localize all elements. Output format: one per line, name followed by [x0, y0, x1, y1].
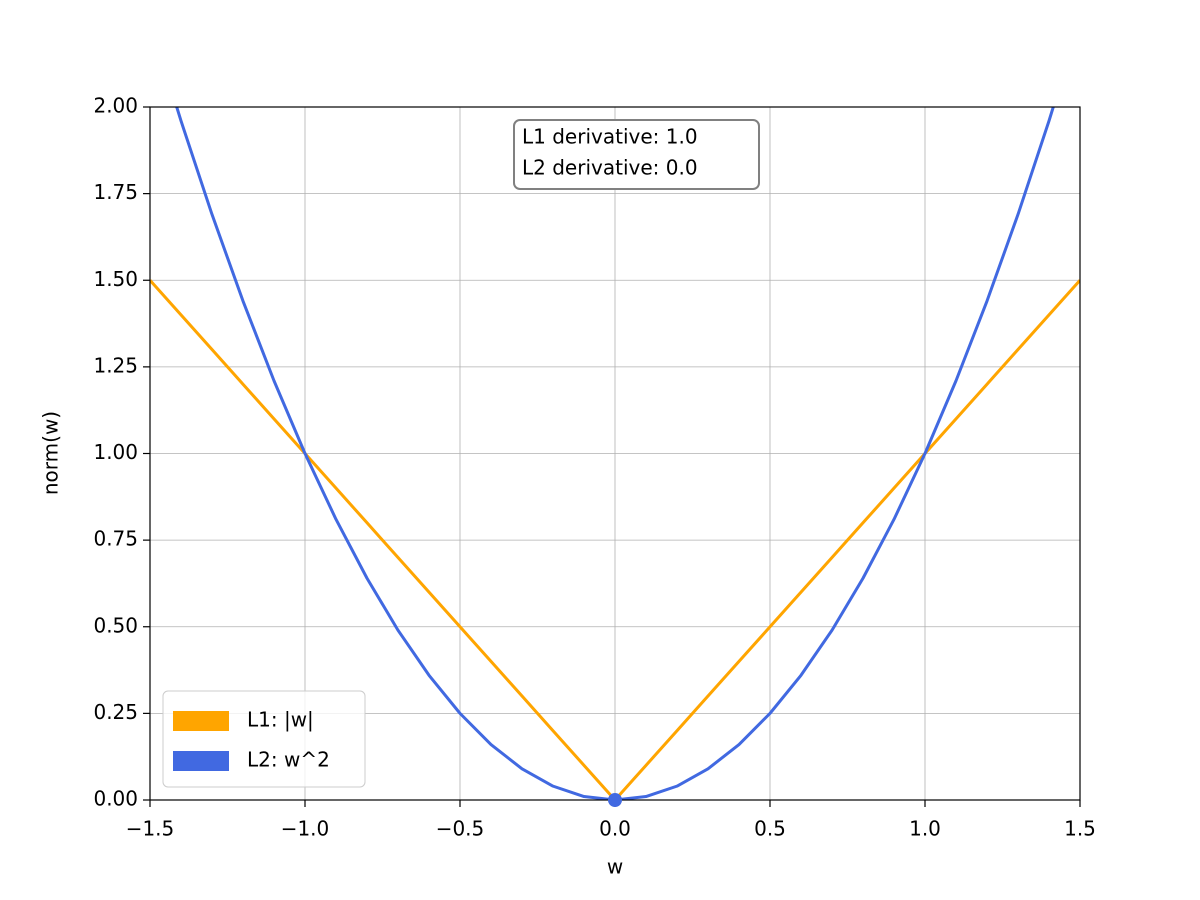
x-tick-label: 0.5: [754, 817, 786, 841]
plot-area: [150, 107, 1080, 800]
y-tick-label: 1.25: [93, 353, 138, 377]
y-tick-label: 1.00: [93, 440, 138, 464]
y-tick-label: 2.00: [93, 94, 138, 118]
x-axis-label: w: [607, 855, 623, 879]
legend-label: L1: |w|: [247, 708, 314, 732]
legend-swatch: [173, 751, 229, 771]
x-tick-label: 0.0: [599, 817, 631, 841]
y-tick-label: 0.00: [93, 787, 138, 811]
legend-swatch: [173, 711, 229, 731]
legend-label: L2: w^2: [247, 748, 330, 772]
x-tick-label: 1.0: [909, 817, 941, 841]
legend-box: [162, 690, 366, 788]
annotation: L1 derivative: 1.0 L2 derivative: 0.0: [513, 119, 760, 190]
y-axis-label: norm(w): [39, 411, 63, 495]
y-tick-label: 0.25: [93, 700, 138, 724]
y-tick-label: 0.75: [93, 527, 138, 551]
series-line: [175, 107, 1055, 800]
ticks: −1.5 −1.0 −0.5 0.0 0.5 1.0 1.5 0.00 0.25 0.50 0.75…: [93, 94, 1095, 841]
marker-point: [608, 793, 622, 807]
x-tick-label: 1.5: [1064, 817, 1096, 841]
x-tick-label: −1.5: [126, 817, 175, 841]
annotation-box: [513, 119, 760, 190]
y-tick-label: 1.50: [93, 267, 138, 291]
y-tick-label: 0.50: [93, 613, 138, 637]
annotation-line: L2 derivative: 0.0: [522, 156, 698, 180]
x-tick-label: −1.0: [281, 817, 330, 841]
y-tick-label: 1.75: [93, 180, 138, 204]
annotation-line: L1 derivative: 1.0: [522, 125, 698, 149]
legend: L1: |w| L2: w^2: [162, 690, 366, 788]
x-tick-label: −0.5: [436, 817, 485, 841]
